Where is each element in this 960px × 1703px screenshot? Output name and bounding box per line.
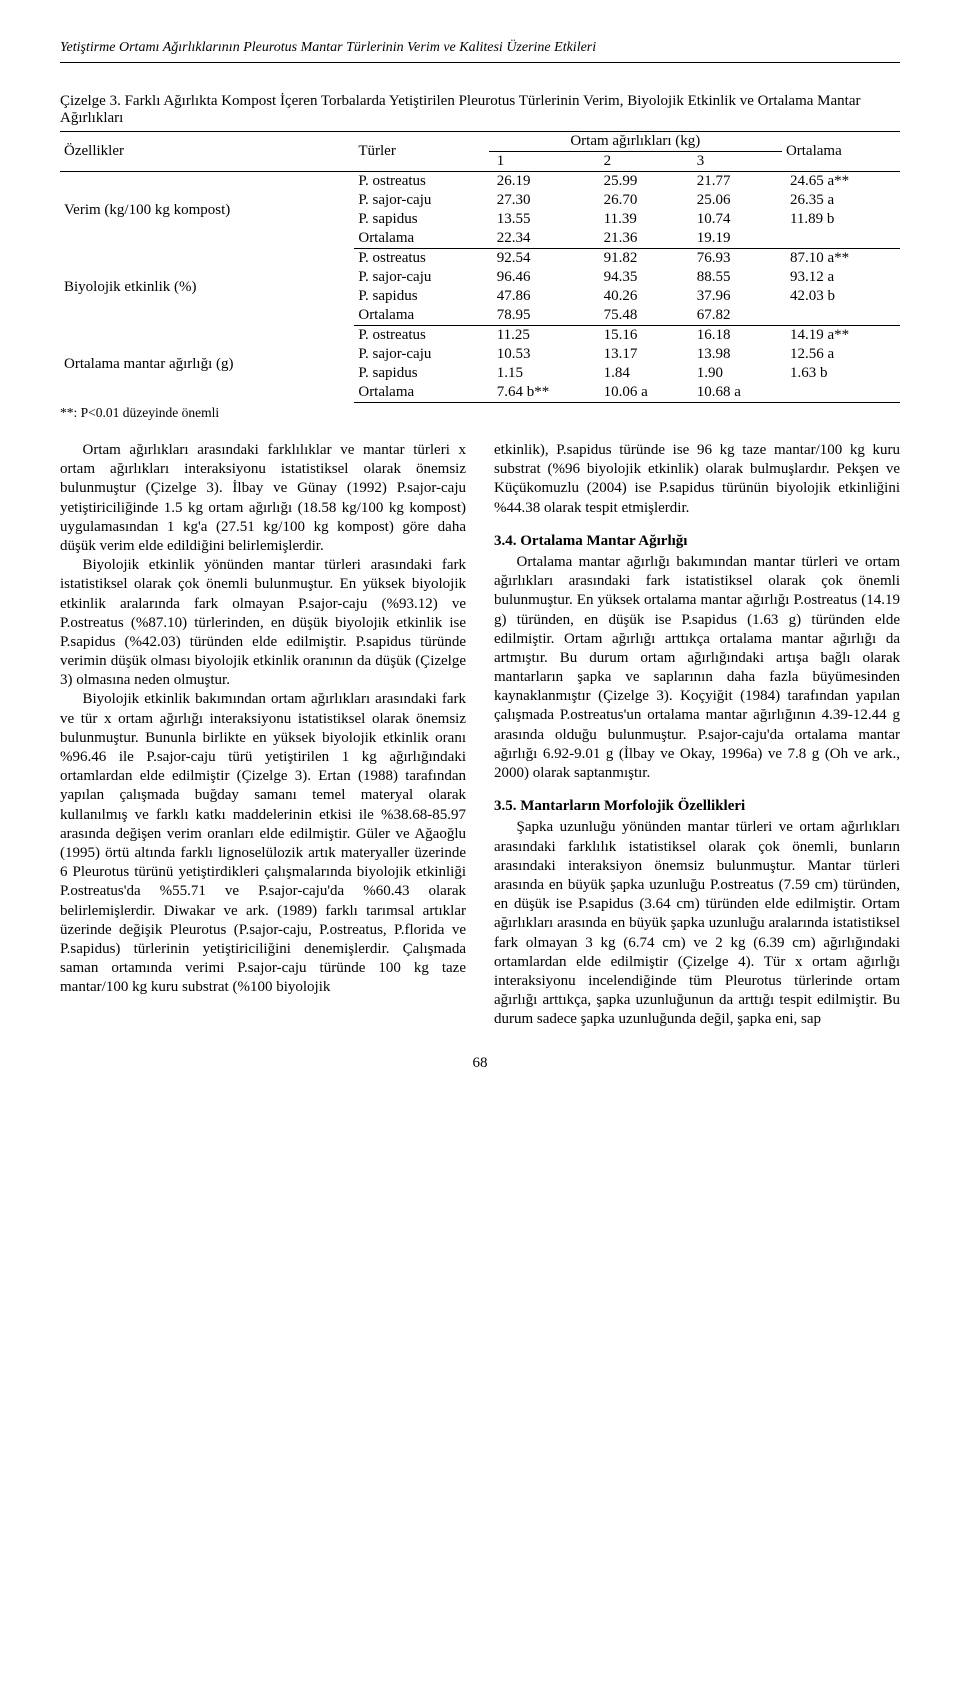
cell: 26.35 a xyxy=(782,191,900,210)
species: P. sajor-caju xyxy=(354,268,488,287)
cell: 22.34 xyxy=(489,229,596,249)
species: P. sajor-caju xyxy=(354,191,488,210)
cell: 10.74 xyxy=(689,210,782,229)
cell: 94.35 xyxy=(596,268,689,287)
paragraph: Şapka uzunluğu yönünden mantar türleri v… xyxy=(494,818,900,1029)
cell xyxy=(782,306,900,326)
cell: 37.96 xyxy=(689,287,782,306)
species: P. ostreatus xyxy=(354,172,488,192)
col-turler: Türler xyxy=(354,132,488,172)
page-number: 68 xyxy=(60,1055,900,1072)
section-heading: 3.5. Mantarların Morfolojik Özellikleri xyxy=(494,797,900,816)
col-1: 1 xyxy=(489,152,596,172)
group-label: Ortalama mantar ağırlığı (g) xyxy=(60,326,354,403)
cell: 92.54 xyxy=(489,249,596,269)
cell: 26.70 xyxy=(596,191,689,210)
paragraph: Ortam ağırlıkları arasındaki farklılıkla… xyxy=(60,441,466,556)
table-row: Biyolojik etkinlik (%) P. ostreatus 92.5… xyxy=(60,249,900,269)
species: P. sapidus xyxy=(354,287,488,306)
cell: 13.17 xyxy=(596,345,689,364)
cell: 1.84 xyxy=(596,364,689,383)
cell: 96.46 xyxy=(489,268,596,287)
cell: 7.64 b** xyxy=(489,383,596,403)
cell: 40.26 xyxy=(596,287,689,306)
cell: 11.25 xyxy=(489,326,596,346)
table-row: Ortalama mantar ağırlığı (g) P. ostreatu… xyxy=(60,326,900,346)
col-ozellikler: Özellikler xyxy=(60,132,354,172)
cell: 88.55 xyxy=(689,268,782,287)
paragraph: etkinlik), P.sapidus türünde ise 96 kg t… xyxy=(494,441,900,518)
species: P. ostreatus xyxy=(354,249,488,269)
cell: 1.90 xyxy=(689,364,782,383)
cell: 12.56 a xyxy=(782,345,900,364)
table-row: Verim (kg/100 kg kompost) P. ostreatus 2… xyxy=(60,172,900,192)
cell: 25.06 xyxy=(689,191,782,210)
cell: 42.03 b xyxy=(782,287,900,306)
cell: 67.82 xyxy=(689,306,782,326)
data-table: Özellikler Türler Ortam ağırlıkları (kg)… xyxy=(60,131,900,403)
paragraph: Biyolojik etkinlik bakımından ortam ağır… xyxy=(60,690,466,997)
cell: 75.48 xyxy=(596,306,689,326)
cell: 21.77 xyxy=(689,172,782,192)
table-caption: Çizelge 3. Farklı Ağırlıkta Kompost İçer… xyxy=(60,93,900,127)
col-ortalama: Ortalama xyxy=(782,132,900,172)
section-heading: 3.4. Ortalama Mantar Ağırlığı xyxy=(494,532,900,551)
cell: 24.65 a** xyxy=(782,172,900,192)
species: P. ostreatus xyxy=(354,326,488,346)
cell: 47.86 xyxy=(489,287,596,306)
group-label: Biyolojik etkinlik (%) xyxy=(60,249,354,326)
cell xyxy=(782,383,900,403)
species: Ortalama xyxy=(354,229,488,249)
cell: 19.19 xyxy=(689,229,782,249)
cell: 13.55 xyxy=(489,210,596,229)
cell: 27.30 xyxy=(489,191,596,210)
group-label: Verim (kg/100 kg kompost) xyxy=(60,172,354,249)
running-head: Yetiştirme Ortamı Ağırlıklarının Pleurot… xyxy=(60,40,900,56)
cell: 10.53 xyxy=(489,345,596,364)
right-column: etkinlik), P.sapidus türünde ise 96 kg t… xyxy=(494,441,900,1029)
cell: 93.12 a xyxy=(782,268,900,287)
super-header: Ortam ağırlıkları (kg) xyxy=(489,132,782,152)
cell xyxy=(782,229,900,249)
col-2: 2 xyxy=(596,152,689,172)
left-column: Ortam ağırlıkları arasındaki farklılıkla… xyxy=(60,441,466,1029)
cell: 10.06 a xyxy=(596,383,689,403)
cell: 14.19 a** xyxy=(782,326,900,346)
cell: 25.99 xyxy=(596,172,689,192)
cell: 15.16 xyxy=(596,326,689,346)
cell: 1.15 xyxy=(489,364,596,383)
cell: 11.39 xyxy=(596,210,689,229)
body-columns: Ortam ağırlıkları arasındaki farklılıkla… xyxy=(60,441,900,1029)
cell: 78.95 xyxy=(489,306,596,326)
paragraph: Ortalama mantar ağırlığı bakımından mant… xyxy=(494,553,900,783)
top-rule xyxy=(60,62,900,63)
paragraph: Biyolojik etkinlik yönünden mantar türle… xyxy=(60,556,466,690)
cell: 76.93 xyxy=(689,249,782,269)
cell: 87.10 a** xyxy=(782,249,900,269)
cell: 10.68 a xyxy=(689,383,782,403)
species: P. sapidus xyxy=(354,364,488,383)
cell: 26.19 xyxy=(489,172,596,192)
cell: 16.18 xyxy=(689,326,782,346)
species: Ortalama xyxy=(354,306,488,326)
cell: 91.82 xyxy=(596,249,689,269)
col-3: 3 xyxy=(689,152,782,172)
cell: 13.98 xyxy=(689,345,782,364)
cell: 21.36 xyxy=(596,229,689,249)
table-footnote: **: P<0.01 düzeyinde önemli xyxy=(60,405,900,421)
species: P. sapidus xyxy=(354,210,488,229)
species: Ortalama xyxy=(354,383,488,403)
cell: 11.89 b xyxy=(782,210,900,229)
cell: 1.63 b xyxy=(782,364,900,383)
species: P. sajor-caju xyxy=(354,345,488,364)
